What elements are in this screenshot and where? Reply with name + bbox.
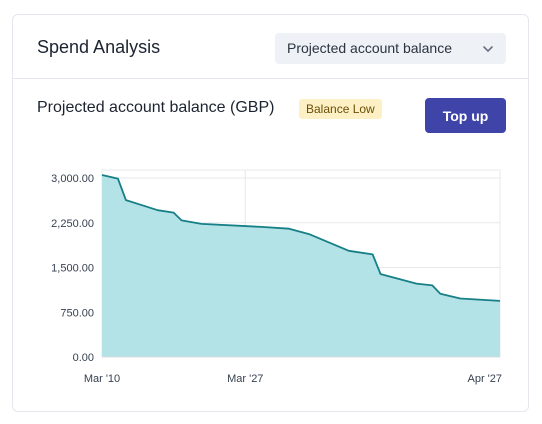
- chart-title: Projected account balance (GBP): [37, 99, 275, 116]
- select-value: Projected account balance: [287, 40, 452, 56]
- y-tick-label: 1,500.00: [51, 263, 94, 275]
- y-tick-label: 3,000.00: [51, 173, 94, 185]
- y-tick-label: 2,250.00: [51, 218, 94, 230]
- card-header: Spend Analysis Projected account balance: [13, 15, 528, 79]
- x-tick-label: Apr '27: [467, 373, 502, 385]
- x-tick-label: Mar '27: [227, 373, 263, 385]
- x-tick-label: Mar '10: [84, 373, 120, 385]
- y-tick-label: 750.00: [60, 307, 94, 319]
- chevron-down-icon: [483, 46, 493, 52]
- top-up-button[interactable]: Top up: [425, 98, 506, 133]
- status-badge: Balance Low: [299, 99, 382, 119]
- y-tick-label: 0.00: [73, 352, 94, 364]
- balance-line: [101, 174, 501, 302]
- chart-type-select[interactable]: Projected account balance: [275, 33, 506, 64]
- balance-area: [102, 175, 500, 357]
- card-title: Spend Analysis: [37, 37, 161, 57]
